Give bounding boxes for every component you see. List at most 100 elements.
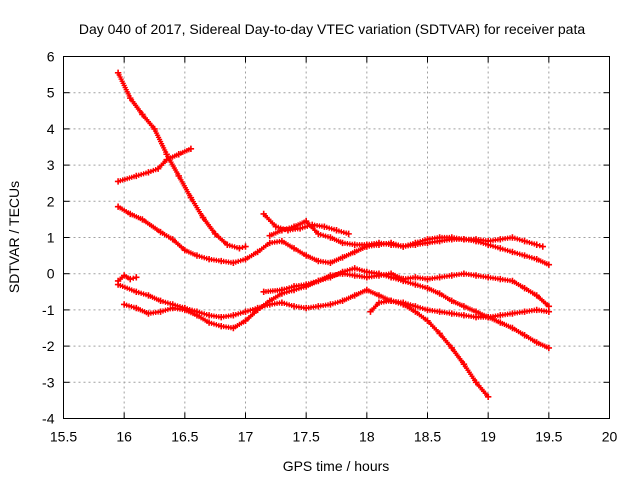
plus-marker bbox=[208, 320, 215, 326]
plus-marker bbox=[458, 312, 465, 318]
plus-marker bbox=[234, 245, 240, 251]
plus-marker bbox=[507, 311, 513, 317]
grid bbox=[63, 56, 610, 419]
plus-marker bbox=[325, 234, 331, 240]
plus-marker bbox=[483, 313, 489, 319]
series-track-3 bbox=[114, 203, 553, 268]
series-track-5 bbox=[266, 218, 546, 250]
plus-marker bbox=[519, 284, 526, 290]
plus-marker bbox=[329, 226, 335, 232]
plus-marker bbox=[507, 235, 513, 241]
plus-marker bbox=[519, 309, 525, 315]
plus-marker bbox=[383, 273, 389, 279]
plus-marker bbox=[504, 247, 511, 254]
plus-marker bbox=[507, 277, 513, 284]
plus-marker bbox=[281, 286, 287, 292]
plus-marker bbox=[301, 305, 307, 311]
y-axis-label: SDTVAR / TECUs bbox=[6, 181, 22, 293]
plus-marker bbox=[253, 308, 259, 315]
plus-marker bbox=[434, 238, 440, 245]
plus-marker bbox=[326, 225, 332, 231]
plus-marker bbox=[483, 238, 489, 244]
x-tick-label: 18.5 bbox=[414, 429, 441, 445]
plus-marker bbox=[422, 306, 428, 312]
plus-marker bbox=[160, 298, 166, 305]
plus-marker bbox=[123, 302, 130, 308]
plus-marker bbox=[227, 242, 233, 249]
plus-marker bbox=[435, 290, 441, 296]
plus-marker bbox=[322, 276, 329, 282]
plus-marker bbox=[277, 228, 283, 234]
plus-marker bbox=[517, 251, 523, 257]
plus-marker bbox=[529, 255, 535, 261]
plus-marker bbox=[349, 241, 355, 247]
series-track-10 bbox=[367, 297, 492, 400]
plus-marker bbox=[361, 268, 368, 274]
y-tick-label: -1 bbox=[42, 302, 55, 318]
plus-marker bbox=[347, 267, 353, 273]
plus-marker bbox=[359, 267, 365, 274]
plus-marker bbox=[204, 255, 210, 262]
plus-marker bbox=[472, 377, 478, 383]
plus-marker bbox=[162, 307, 169, 313]
data-point bbox=[133, 274, 140, 281]
plus-marker bbox=[484, 392, 490, 398]
plus-marker bbox=[160, 308, 166, 314]
plus-marker bbox=[136, 172, 142, 178]
axis-ticks: 15.5 16 16.5 17 17.5 18 18.5 19 19.5 20-4-3-2-101… bbox=[42, 49, 617, 445]
plus-marker bbox=[143, 310, 150, 316]
plus-marker bbox=[271, 222, 277, 228]
plus-marker bbox=[204, 318, 210, 324]
plus-marker bbox=[325, 275, 331, 281]
plus-marker bbox=[284, 285, 290, 292]
plus-marker bbox=[407, 280, 414, 286]
plus-marker bbox=[238, 258, 244, 264]
plus-marker bbox=[524, 239, 530, 245]
plus-marker bbox=[320, 276, 326, 283]
plus-marker bbox=[446, 237, 452, 243]
series-track-6 bbox=[114, 272, 140, 285]
plus-marker bbox=[163, 149, 169, 155]
plus-marker bbox=[211, 321, 217, 327]
plus-marker bbox=[361, 242, 368, 248]
plus-marker bbox=[187, 193, 193, 199]
plus-marker bbox=[459, 302, 465, 308]
plus-marker bbox=[410, 307, 416, 314]
chart-title: Day 040 of 2017, Sidereal Day-to-day VTE… bbox=[79, 21, 586, 37]
x-axis-label: GPS time / hours bbox=[283, 458, 390, 474]
plus-marker bbox=[310, 279, 317, 285]
plus-marker bbox=[275, 224, 281, 230]
plus-marker bbox=[361, 274, 368, 280]
plus-marker bbox=[393, 276, 399, 282]
plus-marker bbox=[289, 302, 295, 309]
plus-marker bbox=[186, 147, 192, 153]
y-tick-label: 6 bbox=[47, 49, 55, 65]
plus-marker bbox=[350, 293, 356, 299]
plus-marker bbox=[131, 304, 137, 310]
y-tick-label: 5 bbox=[47, 85, 55, 101]
plus-marker bbox=[150, 124, 156, 130]
x-tick-label: 16 bbox=[116, 429, 132, 445]
y-tick-label: -3 bbox=[42, 374, 55, 390]
plus-marker bbox=[500, 246, 506, 252]
plus-marker bbox=[386, 241, 392, 247]
plus-marker bbox=[519, 252, 525, 258]
plus-marker bbox=[543, 308, 550, 314]
plus-marker bbox=[235, 258, 241, 264]
plus-marker bbox=[390, 298, 397, 305]
plus-marker bbox=[434, 275, 440, 281]
plus-marker bbox=[529, 240, 535, 246]
plus-marker bbox=[155, 297, 162, 303]
plus-marker bbox=[532, 291, 538, 297]
plus-marker bbox=[410, 302, 416, 309]
y-tick-label: 1 bbox=[47, 230, 55, 246]
plus-marker bbox=[519, 331, 526, 337]
plus-marker bbox=[318, 277, 324, 283]
plus-marker bbox=[140, 291, 147, 297]
plus-marker bbox=[405, 279, 411, 285]
plus-marker bbox=[308, 280, 314, 286]
plus-marker bbox=[216, 258, 222, 264]
plus-marker bbox=[471, 272, 477, 278]
plus-marker bbox=[459, 359, 466, 365]
plus-marker bbox=[305, 281, 312, 287]
